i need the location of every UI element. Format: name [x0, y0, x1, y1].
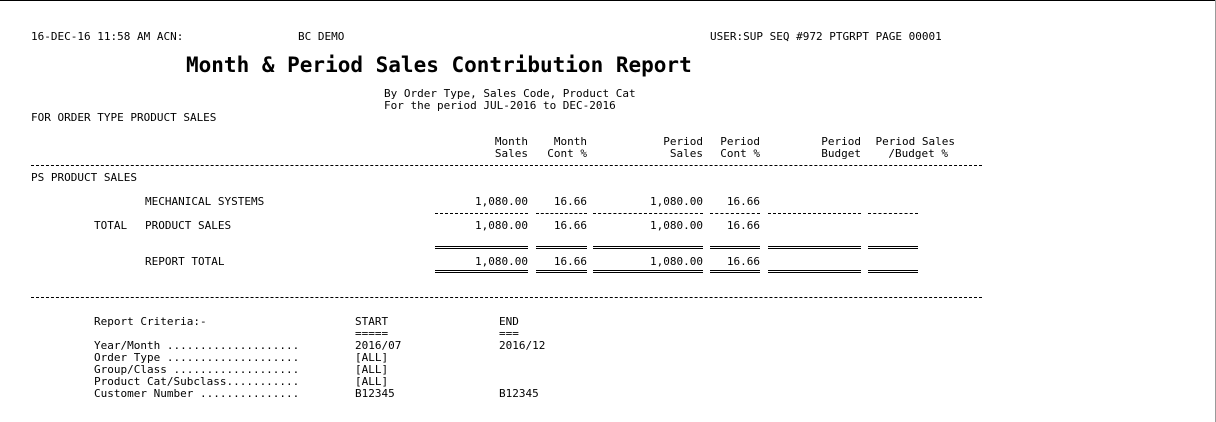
report-subtitle-2: For the period JUL-2016 to DEC-2016: [384, 99, 616, 112]
criteria-item-start: B12345: [355, 387, 395, 400]
double-line-period-sales-budget-top: [868, 246, 918, 249]
total-month-cont: 16.66: [553, 219, 587, 232]
report-total-month-sales: 1,080.00: [475, 255, 528, 268]
company-name: BC DEMO: [298, 30, 345, 43]
double-line-month-cont-top: [536, 246, 587, 249]
criteria-item-end: B12345: [499, 387, 539, 400]
criteria-item-label: Customer Number ...............: [94, 387, 300, 400]
underline-month-cont: [536, 213, 587, 214]
underline-period-budget: [768, 213, 861, 214]
criteria-item-start: [ALL]: [355, 351, 389, 364]
double-line-period-budget-top: [768, 246, 861, 249]
criteria-start-label: START: [355, 315, 389, 328]
criteria-heading: Report Criteria:-: [94, 315, 207, 328]
double-line-period-sales-top: [593, 246, 703, 249]
report-datetime: 16-DEC-16 11:58 AM ACN:: [31, 30, 184, 43]
header-separator: [31, 165, 982, 166]
col-month-cont-line1: Month: [553, 135, 587, 148]
mechanical-period-cont: 16.66: [726, 195, 760, 208]
col-period-cont-line1: Period: [720, 135, 760, 148]
underline-period-cont: [710, 213, 760, 214]
criteria-item-start: 2016/07: [355, 339, 402, 352]
report-total-period-sales: 1,080.00: [650, 255, 703, 268]
row-label-mechanical: MECHANICAL SYSTEMS: [145, 195, 265, 208]
double-line-period-sales-budget-bottom: [868, 270, 918, 273]
col-period-sales-line2: Sales: [669, 147, 703, 160]
underline-period-sales: [593, 213, 703, 214]
user-seq-page-info: USER:SUP SEQ #972 PTGRPT PAGE 00001: [710, 30, 942, 43]
col-month-sales-line1: Month: [494, 135, 528, 148]
report-total-period-cont: 16.66: [726, 255, 760, 268]
double-line-period-sales-bottom: [593, 270, 703, 273]
double-line-month-cont-bottom: [536, 270, 587, 273]
order-type-line: FOR ORDER TYPE PRODUCT SALES: [31, 111, 217, 124]
report-subtitle-1: By Order Type, Sales Code, Product Cat: [384, 87, 636, 100]
col-period-sales-line1: Period: [663, 135, 703, 148]
criteria-item-start: [ALL]: [355, 363, 389, 376]
col-period-budget-line2: Budget: [821, 147, 861, 160]
double-line-period-cont-bottom: [710, 270, 760, 273]
criteria-end-underline: ===: [499, 327, 519, 340]
row-label-report-total: REPORT TOTAL: [145, 255, 225, 268]
col-month-sales-line2: Sales: [494, 147, 528, 160]
report-title: Month & Period Sales Contribution Report: [186, 53, 692, 77]
total-prefix: TOTAL: [94, 219, 128, 232]
col-period-cont-line2: Cont %: [720, 147, 760, 160]
footer-separator: [31, 297, 982, 298]
underline-month-sales: [435, 213, 528, 214]
total-month-sales: 1,080.00: [475, 219, 528, 232]
underline-period-sales-budget: [868, 213, 918, 214]
total-period-cont: 16.66: [726, 219, 760, 232]
mechanical-month-sales: 1,080.00: [475, 195, 528, 208]
criteria-item-label: Order Type ....................: [94, 351, 300, 364]
criteria-item-label: Group/Class ...................: [94, 363, 300, 376]
criteria-item-label: Year/Month ....................: [94, 339, 300, 352]
col-month-cont-line2: Cont %: [547, 147, 587, 160]
criteria-item-start: [ALL]: [355, 375, 389, 388]
col-period-budget-line1: Period: [821, 135, 861, 148]
col-period-sales-budget-line1: Period Sales: [875, 135, 955, 148]
double-line-period-budget-bottom: [768, 270, 861, 273]
criteria-end-label: END: [499, 315, 519, 328]
mechanical-month-cont: 16.66: [553, 195, 587, 208]
col-period-sales-budget-line2: /Budget %: [888, 147, 948, 160]
double-line-month-sales-bottom: [435, 270, 528, 273]
criteria-start-underline: =====: [355, 327, 389, 340]
report-total-month-cont: 16.66: [553, 255, 587, 268]
row-label-total: PRODUCT SALES: [145, 219, 232, 232]
double-line-period-cont-top: [710, 246, 760, 249]
double-line-month-sales-top: [435, 246, 528, 249]
mechanical-period-sales: 1,080.00: [650, 195, 703, 208]
criteria-item-label: Product Cat/Subclass...........: [94, 375, 300, 388]
top-border: [0, 0, 1216, 1]
criteria-item-end: 2016/12: [499, 339, 546, 352]
section-label: PS PRODUCT SALES: [31, 171, 137, 184]
total-period-sales: 1,080.00: [650, 219, 703, 232]
